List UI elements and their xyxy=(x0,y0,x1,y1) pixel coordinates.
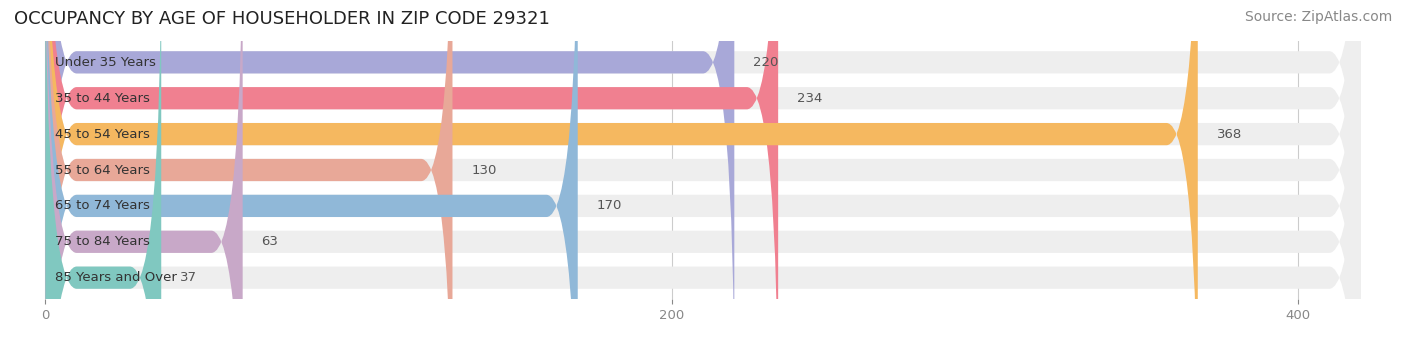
FancyBboxPatch shape xyxy=(45,0,1361,340)
FancyBboxPatch shape xyxy=(45,0,243,340)
Text: 63: 63 xyxy=(262,235,278,248)
FancyBboxPatch shape xyxy=(45,0,1361,340)
Text: OCCUPANCY BY AGE OF HOUSEHOLDER IN ZIP CODE 29321: OCCUPANCY BY AGE OF HOUSEHOLDER IN ZIP C… xyxy=(14,10,550,28)
Text: Source: ZipAtlas.com: Source: ZipAtlas.com xyxy=(1244,10,1392,24)
Text: 45 to 54 Years: 45 to 54 Years xyxy=(55,128,149,141)
FancyBboxPatch shape xyxy=(45,0,1361,340)
FancyBboxPatch shape xyxy=(45,0,1198,340)
Text: 35 to 44 Years: 35 to 44 Years xyxy=(55,92,149,105)
Text: 37: 37 xyxy=(180,271,197,284)
FancyBboxPatch shape xyxy=(45,0,1361,340)
FancyBboxPatch shape xyxy=(45,0,1361,340)
FancyBboxPatch shape xyxy=(45,0,1361,340)
Text: Under 35 Years: Under 35 Years xyxy=(55,56,156,69)
Text: 65 to 74 Years: 65 to 74 Years xyxy=(55,199,149,212)
Text: 55 to 64 Years: 55 to 64 Years xyxy=(55,164,149,176)
FancyBboxPatch shape xyxy=(45,0,778,340)
Text: 75 to 84 Years: 75 to 84 Years xyxy=(55,235,149,248)
FancyBboxPatch shape xyxy=(45,0,1361,340)
FancyBboxPatch shape xyxy=(45,0,734,340)
Text: 220: 220 xyxy=(754,56,779,69)
FancyBboxPatch shape xyxy=(45,0,578,340)
Text: 234: 234 xyxy=(797,92,823,105)
FancyBboxPatch shape xyxy=(45,0,453,340)
Text: 170: 170 xyxy=(596,199,621,212)
Text: 85 Years and Over: 85 Years and Over xyxy=(55,271,177,284)
FancyBboxPatch shape xyxy=(45,0,162,340)
Text: 368: 368 xyxy=(1216,128,1241,141)
Text: 130: 130 xyxy=(471,164,496,176)
